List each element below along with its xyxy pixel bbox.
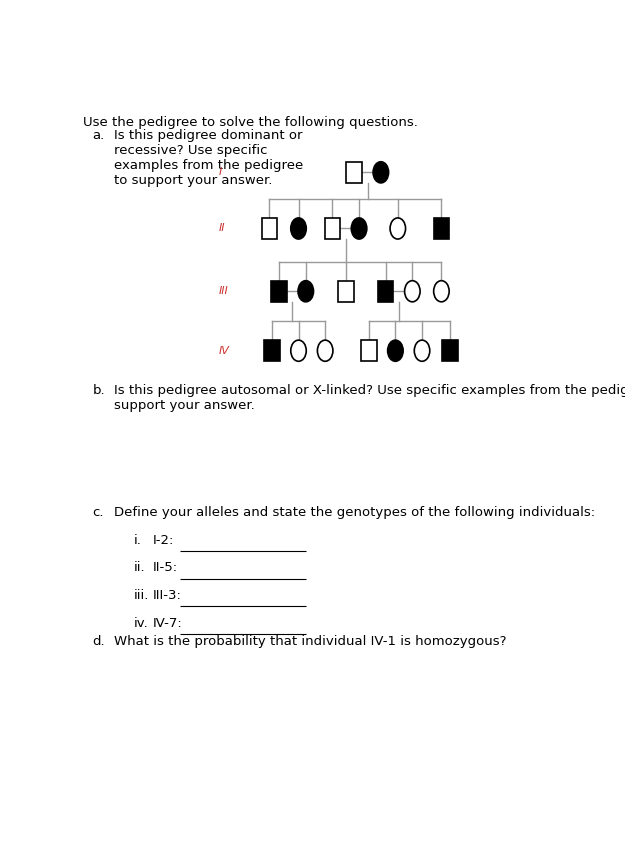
Text: II-5:: II-5: [153, 561, 178, 575]
Text: i.: i. [134, 534, 142, 547]
FancyBboxPatch shape [271, 281, 287, 302]
Text: d.: d. [92, 635, 105, 648]
Text: I-2:: I-2: [153, 534, 174, 547]
FancyBboxPatch shape [378, 281, 394, 302]
Text: Is this pedigree autosomal or X-linked? Use specific examples from the pedigree : Is this pedigree autosomal or X-linked? … [114, 384, 625, 412]
FancyBboxPatch shape [442, 340, 458, 361]
FancyBboxPatch shape [346, 162, 362, 183]
Text: III: III [219, 287, 228, 296]
Ellipse shape [404, 281, 420, 302]
Ellipse shape [298, 281, 314, 302]
Text: iv.: iv. [134, 617, 149, 630]
Text: a.: a. [92, 130, 105, 142]
FancyBboxPatch shape [338, 281, 354, 302]
Ellipse shape [373, 162, 389, 183]
Text: Use the pedigree to solve the following questions.: Use the pedigree to solve the following … [83, 116, 418, 130]
Text: I: I [219, 167, 222, 178]
Ellipse shape [390, 218, 406, 239]
FancyBboxPatch shape [361, 340, 376, 361]
Text: IV-7:: IV-7: [153, 617, 183, 630]
Text: Define your alleles and state the genotypes of the following individuals:: Define your alleles and state the genoty… [114, 506, 596, 519]
Ellipse shape [351, 218, 367, 239]
Text: ii.: ii. [134, 561, 146, 575]
FancyBboxPatch shape [264, 340, 279, 361]
Text: III-3:: III-3: [153, 589, 182, 602]
Ellipse shape [318, 340, 333, 361]
FancyBboxPatch shape [324, 218, 340, 239]
Ellipse shape [414, 340, 430, 361]
Ellipse shape [291, 218, 306, 239]
Text: IV: IV [219, 346, 229, 356]
Ellipse shape [291, 340, 306, 361]
Text: Is this pedigree dominant or
recessive? Use specific
examples from the pedigree
: Is this pedigree dominant or recessive? … [114, 130, 304, 187]
Text: b.: b. [92, 384, 105, 396]
Text: c.: c. [92, 506, 104, 519]
Ellipse shape [434, 281, 449, 302]
Text: II: II [219, 223, 225, 233]
FancyBboxPatch shape [434, 218, 449, 239]
FancyBboxPatch shape [262, 218, 278, 239]
Text: iii.: iii. [134, 589, 149, 602]
Ellipse shape [388, 340, 403, 361]
Text: What is the probability that individual IV-1 is homozygous?: What is the probability that individual … [114, 635, 507, 648]
